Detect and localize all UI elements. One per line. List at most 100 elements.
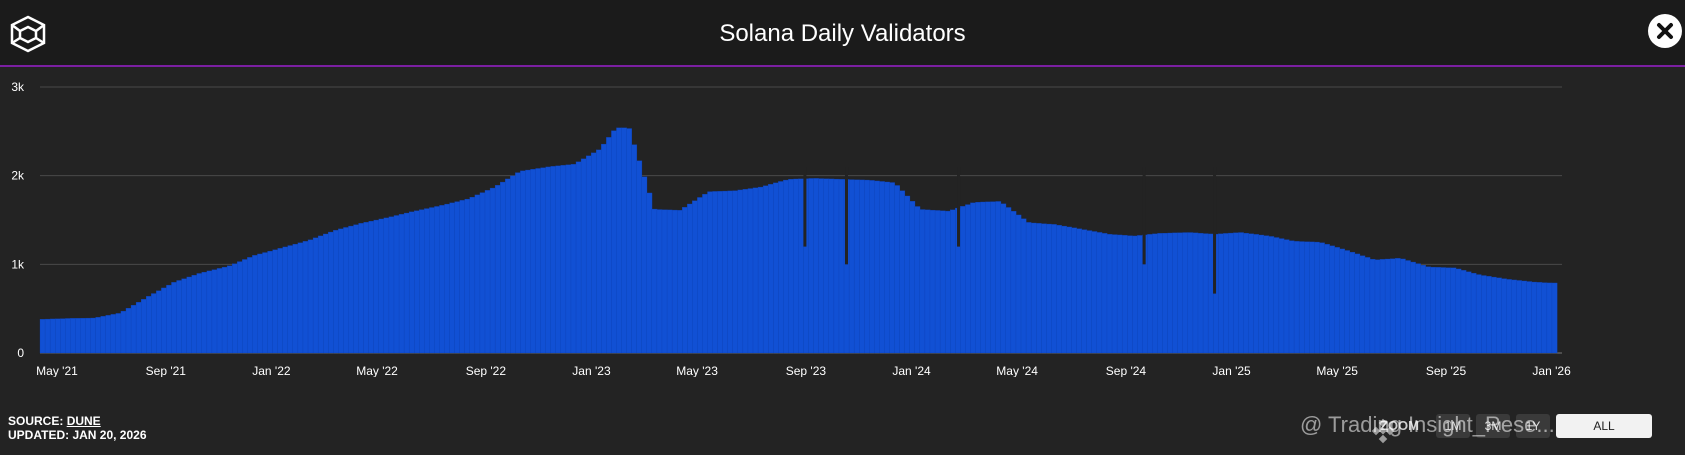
bar bbox=[1132, 235, 1138, 354]
bar bbox=[530, 169, 536, 354]
bar bbox=[919, 209, 926, 354]
dip-bar bbox=[803, 166, 807, 247]
bar bbox=[1258, 234, 1265, 354]
bar bbox=[44, 318, 51, 354]
bar bbox=[1116, 234, 1123, 354]
bar bbox=[55, 318, 61, 354]
bar bbox=[1420, 265, 1426, 354]
bar bbox=[914, 206, 921, 354]
bar bbox=[151, 293, 157, 354]
bar bbox=[1374, 259, 1381, 354]
close-icon bbox=[1657, 23, 1673, 39]
bar bbox=[211, 269, 218, 354]
bar bbox=[747, 188, 754, 354]
bar bbox=[414, 210, 420, 354]
close-button[interactable] bbox=[1648, 14, 1682, 48]
bar bbox=[995, 201, 1002, 354]
bar bbox=[1283, 239, 1290, 354]
x-tick-label: Sep '21 bbox=[146, 364, 187, 377]
bar bbox=[292, 243, 299, 354]
bar bbox=[95, 317, 102, 354]
bar bbox=[1162, 232, 1168, 354]
zoom-3m-button[interactable]: 3M bbox=[1476, 414, 1510, 438]
bar bbox=[459, 200, 466, 354]
bar bbox=[500, 181, 506, 354]
bar bbox=[328, 231, 334, 354]
bar bbox=[1207, 233, 1214, 354]
bar bbox=[388, 216, 395, 354]
zoom-all-button[interactable]: ALL bbox=[1556, 414, 1652, 438]
bar bbox=[323, 233, 329, 354]
bar bbox=[666, 209, 673, 354]
bar bbox=[510, 175, 516, 354]
bar bbox=[894, 185, 900, 354]
bar bbox=[859, 179, 865, 354]
bar bbox=[611, 130, 617, 354]
bar bbox=[727, 190, 734, 354]
bar bbox=[692, 200, 698, 354]
bar bbox=[1030, 222, 1037, 354]
bar bbox=[853, 179, 860, 354]
bar bbox=[717, 191, 723, 354]
chart-header: Solana Daily Validators bbox=[0, 0, 1685, 67]
bar bbox=[1410, 261, 1416, 354]
bar bbox=[307, 239, 314, 354]
bar bbox=[140, 299, 147, 354]
bar bbox=[1137, 235, 1143, 354]
bar bbox=[479, 192, 486, 354]
bar bbox=[1526, 281, 1533, 354]
bar bbox=[429, 207, 435, 354]
bar bbox=[333, 230, 339, 354]
bar bbox=[641, 176, 648, 354]
bar bbox=[1541, 282, 1548, 354]
zoom-1m-button[interactable]: 1M bbox=[1436, 414, 1470, 438]
bar bbox=[267, 250, 273, 354]
bar bbox=[661, 209, 668, 354]
bar bbox=[788, 178, 794, 354]
bar bbox=[464, 198, 471, 354]
bar bbox=[1435, 267, 1442, 354]
bar bbox=[206, 270, 213, 354]
bar bbox=[1278, 238, 1285, 354]
bar bbox=[1309, 241, 1315, 354]
bar bbox=[631, 144, 638, 354]
bar bbox=[494, 185, 501, 354]
bar bbox=[975, 201, 981, 354]
bar bbox=[191, 275, 198, 354]
bar bbox=[960, 206, 966, 354]
bar bbox=[1000, 203, 1007, 354]
bar bbox=[601, 143, 607, 354]
bar bbox=[297, 242, 304, 354]
bar bbox=[1182, 232, 1189, 354]
bar bbox=[1288, 240, 1295, 354]
bar bbox=[201, 271, 208, 354]
zoom-1y-button[interactable]: 1Y bbox=[1516, 414, 1550, 438]
bar bbox=[90, 317, 96, 354]
source-block: SOURCE: DUNE UPDATED: JAN 20, 2026 bbox=[8, 414, 147, 442]
bar bbox=[813, 178, 820, 354]
bar bbox=[434, 206, 440, 354]
bar bbox=[1379, 259, 1386, 354]
source-link[interactable]: DUNE bbox=[66, 414, 101, 428]
bar bbox=[737, 189, 744, 354]
bar bbox=[924, 209, 931, 354]
bar bbox=[1400, 258, 1406, 354]
bar bbox=[1531, 281, 1538, 354]
bar bbox=[1389, 258, 1396, 354]
bar bbox=[1071, 227, 1077, 354]
bar bbox=[904, 195, 911, 354]
bar bbox=[1273, 237, 1280, 354]
bar bbox=[828, 178, 835, 354]
bar bbox=[181, 278, 187, 354]
bar bbox=[575, 161, 582, 354]
bar bbox=[489, 187, 496, 354]
bar bbox=[353, 224, 359, 354]
bar bbox=[555, 165, 562, 354]
bar bbox=[560, 165, 567, 354]
x-tick-label: Jan '23 bbox=[572, 364, 611, 377]
bar bbox=[520, 170, 526, 354]
x-tick-label: May '22 bbox=[356, 364, 398, 377]
bar bbox=[1051, 224, 1057, 354]
bar bbox=[166, 284, 172, 354]
bar bbox=[100, 316, 107, 354]
